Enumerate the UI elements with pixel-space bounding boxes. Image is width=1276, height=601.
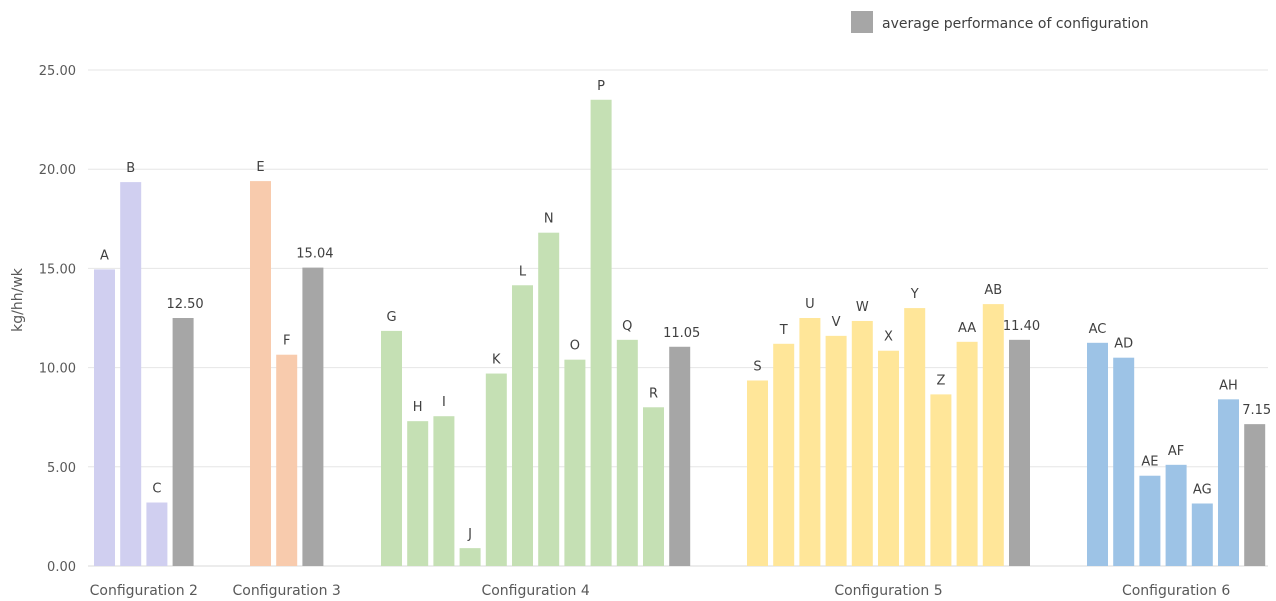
bar-label: I xyxy=(442,395,446,410)
bar xyxy=(120,182,142,566)
bar xyxy=(1165,464,1187,566)
bar-label: AB xyxy=(984,283,1002,298)
y-tick-label: 15.00 xyxy=(39,262,76,277)
average-data-label: 11.05 xyxy=(663,326,700,341)
bar xyxy=(1113,357,1135,566)
y-tick-label: 0.00 xyxy=(47,560,76,575)
category-labels: Configuration 2 Configuration 3 Configurat… xyxy=(90,583,1231,599)
bar xyxy=(590,99,612,566)
bar-label: J xyxy=(467,527,472,542)
bar xyxy=(250,181,271,566)
bar-label: Q xyxy=(622,319,632,334)
bar xyxy=(825,335,847,566)
bar-label: AD xyxy=(1114,337,1133,352)
legend: average performance of configuration xyxy=(851,11,1149,33)
bar-label: W xyxy=(856,300,869,315)
y-tick-label: 25.00 xyxy=(39,64,76,79)
bar-label: O xyxy=(570,339,580,354)
bar xyxy=(1191,503,1213,566)
legend-label: average performance of configuration xyxy=(882,16,1149,32)
category-label: Configuration 4 xyxy=(481,583,589,599)
y-tick-label: 10.00 xyxy=(39,362,76,377)
bar xyxy=(878,350,899,566)
average-data-label: 12.50 xyxy=(166,297,203,312)
bar xyxy=(564,359,586,566)
bar xyxy=(747,380,768,566)
bar xyxy=(1139,475,1161,566)
bar xyxy=(276,354,298,566)
bar-label: F xyxy=(283,334,290,349)
average-bar xyxy=(1244,424,1266,566)
bar-label: T xyxy=(779,323,788,338)
bar-label: AG xyxy=(1193,483,1212,498)
bar xyxy=(1218,399,1239,566)
category-label: Configuration 3 xyxy=(233,583,341,599)
bar-label: S xyxy=(753,359,761,374)
bar xyxy=(459,548,481,566)
bar xyxy=(773,343,795,566)
bar-label: C xyxy=(152,482,161,497)
average-data-label: 15.04 xyxy=(296,247,333,262)
y-axis-label: kg/hh/wk xyxy=(10,267,26,332)
bar xyxy=(799,318,821,566)
legend-swatch xyxy=(851,11,873,33)
bar-label: AE xyxy=(1141,455,1158,470)
bar-label: X xyxy=(884,330,893,345)
bar-label: A xyxy=(100,248,109,263)
bar-label: H xyxy=(413,400,423,415)
bar-label: K xyxy=(492,353,501,368)
average-bar xyxy=(172,318,194,566)
bar xyxy=(433,416,455,566)
bar-label: G xyxy=(386,310,396,325)
bar xyxy=(94,269,115,566)
category-label: Configuration 6 xyxy=(1122,583,1230,599)
bar xyxy=(146,502,168,566)
y-tick-label: 5.00 xyxy=(47,461,76,476)
bar-label: U xyxy=(805,297,815,312)
bar-label: AC xyxy=(1089,322,1107,337)
average-bar xyxy=(669,346,691,566)
bar-label: P xyxy=(597,79,605,94)
average-bar xyxy=(1009,339,1030,566)
bar-label: B xyxy=(126,161,135,176)
bar xyxy=(485,373,507,566)
y-axis-ticks: 0.00 5.00 10.00 15.00 20.00 25.00 xyxy=(39,64,76,575)
bar-label: R xyxy=(649,386,658,401)
average-data-label: 7.15 xyxy=(1242,403,1271,418)
bar xyxy=(407,421,429,566)
bar-label: L xyxy=(519,264,527,279)
y-tick-label: 20.00 xyxy=(39,163,76,178)
bar-label: Y xyxy=(910,287,919,302)
bar xyxy=(930,394,952,566)
bar-label: E xyxy=(256,160,264,175)
bar-label: AA xyxy=(958,321,976,336)
bar xyxy=(616,339,638,566)
bar-label: AF xyxy=(1168,444,1184,459)
bar xyxy=(956,341,978,566)
category-label: Configuration 5 xyxy=(834,583,942,599)
bar xyxy=(851,320,873,566)
bar xyxy=(1087,342,1108,566)
bar xyxy=(982,304,1004,566)
bar-label: N xyxy=(544,212,554,227)
bar-label: AH xyxy=(1219,378,1238,393)
bar-label: V xyxy=(832,315,841,330)
average-data-label: 11.40 xyxy=(1003,319,1040,334)
average-bar xyxy=(302,267,324,566)
bar xyxy=(381,330,402,566)
bar xyxy=(643,407,664,566)
bar-label: Z xyxy=(936,373,945,388)
category-label: Configuration 2 xyxy=(90,583,198,599)
bar xyxy=(538,232,560,567)
bar xyxy=(512,285,533,566)
bar xyxy=(904,308,926,566)
